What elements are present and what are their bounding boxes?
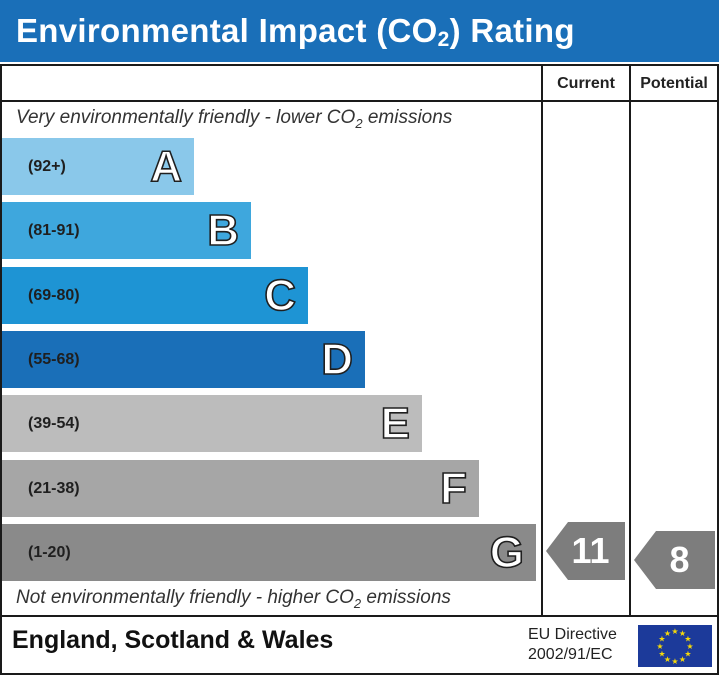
band-c: (69-80) C bbox=[2, 267, 308, 324]
band-letter: D bbox=[320, 334, 353, 385]
eu-star-icon: ★ bbox=[684, 650, 691, 659]
band-letter: G bbox=[489, 527, 525, 578]
eu-star-icon: ★ bbox=[664, 655, 671, 664]
eu-directive-label: EU Directive 2002/91/EC bbox=[528, 625, 617, 665]
title-suffix: ) Rating bbox=[449, 12, 575, 49]
band-g: (1-20) G bbox=[2, 524, 536, 581]
region-label: England, Scotland & Wales bbox=[12, 626, 334, 654]
column-header-divider bbox=[0, 100, 719, 102]
potential-column-header: Potential bbox=[640, 75, 708, 92]
band-range-label: (21-38) bbox=[28, 480, 80, 497]
band-range-label: (1-20) bbox=[28, 544, 71, 561]
eu-star-icon: ★ bbox=[686, 642, 693, 651]
eu-star-icon: ★ bbox=[658, 650, 665, 659]
band-a: (92+) A bbox=[2, 138, 194, 195]
band-letter: F bbox=[439, 463, 467, 514]
top-caption-subscript: 2 bbox=[355, 115, 363, 131]
bottom-caption: Not environmentally friendly - higher CO… bbox=[16, 587, 451, 611]
eu-star-icon: ★ bbox=[679, 629, 686, 638]
band-range-label: (55-68) bbox=[28, 351, 80, 368]
band-f: (21-38) F bbox=[2, 460, 479, 517]
band-range-label: (39-54) bbox=[28, 415, 80, 432]
top-caption: Very environmentally friendly - lower CO… bbox=[16, 107, 452, 131]
rating-frame bbox=[0, 64, 719, 675]
title-prefix: Environmental Impact (CO bbox=[16, 12, 438, 49]
eu-star-icon: ★ bbox=[664, 629, 671, 638]
bottom-caption-prefix: Not environmentally friendly - higher CO bbox=[16, 587, 354, 608]
current-column-divider bbox=[541, 64, 543, 617]
band-b: (81-91) B bbox=[2, 202, 251, 259]
band-range-label: (81-91) bbox=[28, 222, 80, 239]
eu-star-icon: ★ bbox=[656, 642, 663, 651]
eu-star-icon: ★ bbox=[679, 655, 686, 664]
band-letter: B bbox=[206, 205, 239, 256]
band-e: (39-54) E bbox=[2, 395, 422, 452]
eu-directive-line1: EU Directive bbox=[528, 626, 617, 643]
potential-column-divider bbox=[629, 64, 631, 617]
eu-directive-line2: 2002/91/EC bbox=[528, 646, 613, 663]
band-range-label: (69-80) bbox=[28, 287, 80, 304]
band-letter: E bbox=[380, 398, 411, 449]
potential-rating-value: 8 bbox=[669, 539, 690, 580]
top-caption-suffix: emissions bbox=[362, 107, 453, 128]
band-range-label: (92+) bbox=[28, 158, 66, 175]
bottom-caption-subscript: 2 bbox=[353, 595, 362, 611]
band-d: (55-68) D bbox=[2, 331, 365, 388]
eu-flag-icon: ★ ★ ★ ★ ★ ★ ★ ★ ★ ★ ★ ★ bbox=[638, 625, 712, 667]
bottom-caption-suffix: emissions bbox=[361, 587, 451, 608]
eu-star-icon: ★ bbox=[658, 635, 665, 644]
title-subscript: 2 bbox=[437, 28, 450, 51]
band-letter: A bbox=[149, 141, 182, 192]
top-caption-prefix: Very environmentally friendly - lower CO bbox=[16, 107, 356, 128]
footer-divider bbox=[0, 615, 719, 617]
eu-stars-icon: ★★★★★★★★★ ★ ★★ bbox=[656, 627, 693, 666]
current-rating-value: 11 bbox=[571, 530, 610, 571]
eu-star-icon: ★ bbox=[684, 635, 691, 644]
band-letter: C bbox=[263, 270, 296, 321]
eu-star-icon: ★ bbox=[671, 657, 678, 666]
eu-star-icon: ★ bbox=[671, 627, 678, 636]
page-title: Environmental Impact (CO2) Rating bbox=[0, 0, 719, 62]
current-column-header: Current bbox=[557, 75, 615, 92]
